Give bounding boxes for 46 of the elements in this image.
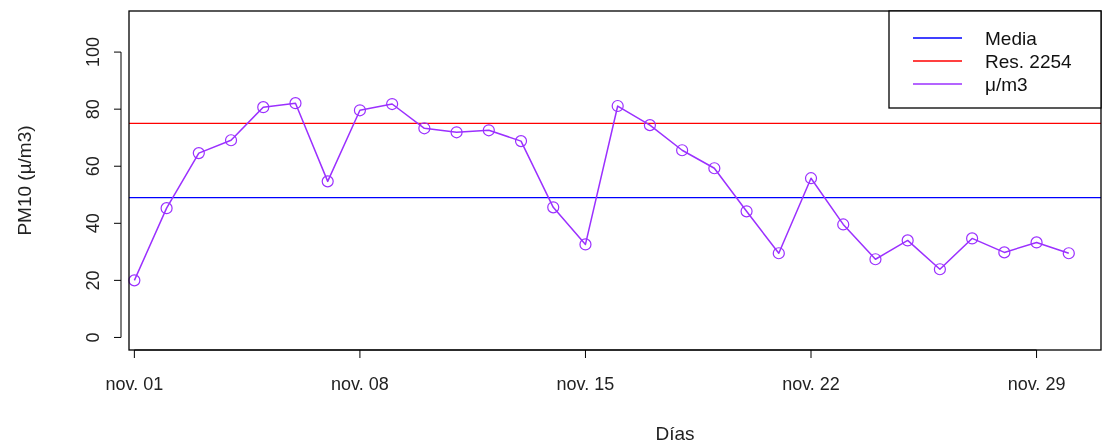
point	[772, 247, 785, 260]
x-tick-label: nov. 22	[782, 374, 840, 394]
point	[901, 234, 914, 247]
point	[933, 263, 946, 276]
x-tick-label: nov. 15	[556, 374, 615, 394]
point	[547, 201, 560, 214]
x-tick-label: nov. 08	[331, 374, 389, 394]
point	[289, 97, 302, 110]
legend-label: Media	[985, 27, 1038, 49]
y-tick-label: 60	[83, 156, 103, 177]
y-axis-title: PM10 (µ/m3)	[13, 125, 35, 236]
point	[708, 162, 721, 175]
point	[676, 144, 689, 157]
point	[386, 97, 399, 111]
point	[1030, 236, 1043, 249]
point	[579, 238, 592, 251]
point	[966, 232, 979, 245]
point	[321, 175, 334, 188]
point	[160, 202, 173, 215]
point	[418, 122, 431, 135]
point	[192, 147, 205, 160]
x-tick-label: nov. 01	[105, 374, 164, 394]
y-tick-label: 0	[83, 332, 103, 343]
y-tick-label: 40	[83, 213, 103, 234]
point	[514, 135, 528, 148]
y-tick-label: 100	[83, 37, 103, 68]
point	[837, 218, 850, 231]
point	[482, 124, 495, 137]
point	[869, 253, 882, 266]
x-axis-title: Días	[655, 423, 695, 444]
legend-label: μ/m3	[985, 73, 1028, 95]
point	[128, 274, 141, 287]
point	[998, 246, 1011, 259]
point	[224, 134, 238, 147]
point	[740, 205, 753, 218]
point	[611, 99, 624, 113]
x-tick-label: nov. 29	[1007, 374, 1066, 394]
y-tick-label: 20	[83, 270, 103, 291]
point	[450, 126, 463, 139]
point	[257, 101, 270, 114]
legend-label: Res. 2254	[985, 50, 1073, 72]
y-tick-label: 80	[83, 99, 103, 120]
point	[353, 104, 367, 117]
point	[1062, 247, 1075, 260]
point	[643, 119, 657, 132]
point	[804, 172, 818, 185]
